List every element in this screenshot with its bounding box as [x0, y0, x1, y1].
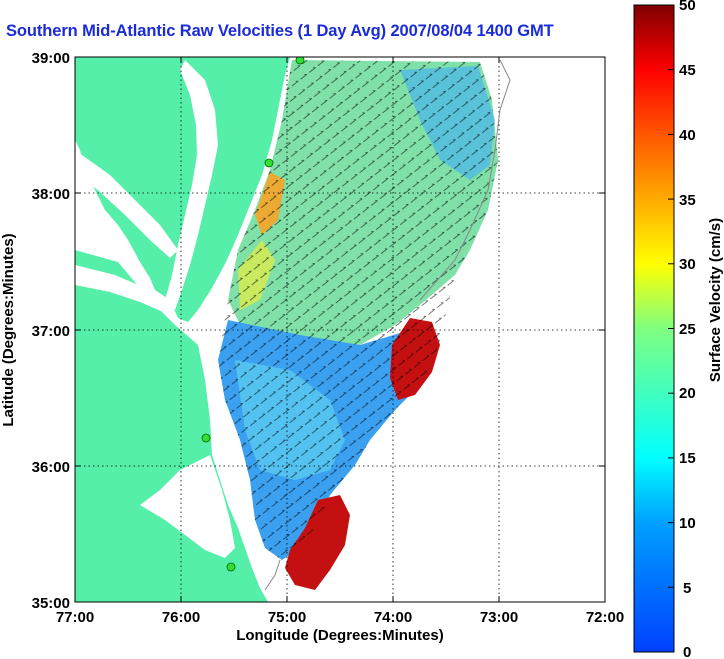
- colorbar: [633, 4, 675, 653]
- x-tick-label: 75:00: [268, 609, 306, 626]
- colorbar-tick-label: 40: [679, 127, 696, 144]
- x-tick-label: 73:00: [480, 609, 518, 626]
- colorbar-tick-label: 35: [679, 192, 696, 209]
- colorbar-tick-label: 25: [679, 321, 696, 338]
- chesapeake-bay: [165, 60, 218, 310]
- gridlines: [75, 57, 605, 602]
- x-axis-title: Longitude (Degrees:Minutes): [236, 627, 444, 644]
- colorbar-tick-label: 45: [679, 62, 696, 79]
- radar-station: [226, 562, 236, 572]
- colorbar-tick-label: 15: [679, 450, 696, 467]
- y-tick-label: 37:00: [32, 323, 70, 340]
- y-tick-label: 38:00: [32, 186, 70, 203]
- colorbar-tick-label: 30: [679, 256, 696, 273]
- land-delmarva: [75, 57, 290, 322]
- bathymetry-contour: [419, 59, 511, 301]
- radar-station: [295, 57, 305, 65]
- colorbar-tick-label: 20: [679, 385, 696, 402]
- y-tick-label: 35:00: [32, 595, 70, 612]
- y-axis-title: Latitude (Degrees:Minutes): [0, 233, 17, 426]
- map-title: Southern Mid-Atlantic Raw Velocities (1 …: [6, 22, 554, 40]
- bathymetry-contour-south: [264, 559, 281, 591]
- velocity-hotspot-south: [285, 495, 350, 590]
- x-ticks: [74, 57, 606, 602]
- colorbar-tick-label: 10: [679, 515, 696, 532]
- colorbar-ticks: [668, 4, 674, 588]
- velocity-vectors: [218, 60, 498, 560]
- colorbar-tick-label: 5: [683, 580, 691, 597]
- radar-station: [264, 158, 274, 168]
- x-tick-label: 77:00: [56, 609, 94, 626]
- y-tick-label: 39:00: [32, 50, 70, 67]
- bay-inlet-lower: [75, 265, 175, 315]
- x-tick-label: 72:00: [586, 609, 624, 626]
- radar-station: [201, 433, 211, 443]
- y-ticks: [75, 56, 605, 603]
- colorbar-title: Surface Velocity (cm/s): [707, 218, 724, 382]
- y-tick-label: 36:00: [32, 459, 70, 476]
- bay-inlet-west: [75, 150, 178, 258]
- colorbar-tick-label: 50: [679, 0, 696, 14]
- colorbar-tick-label: 0: [683, 644, 691, 659]
- x-tick-label: 76:00: [162, 609, 200, 626]
- pamlico-sound: [140, 455, 235, 558]
- x-tick-label: 74:00: [374, 609, 412, 626]
